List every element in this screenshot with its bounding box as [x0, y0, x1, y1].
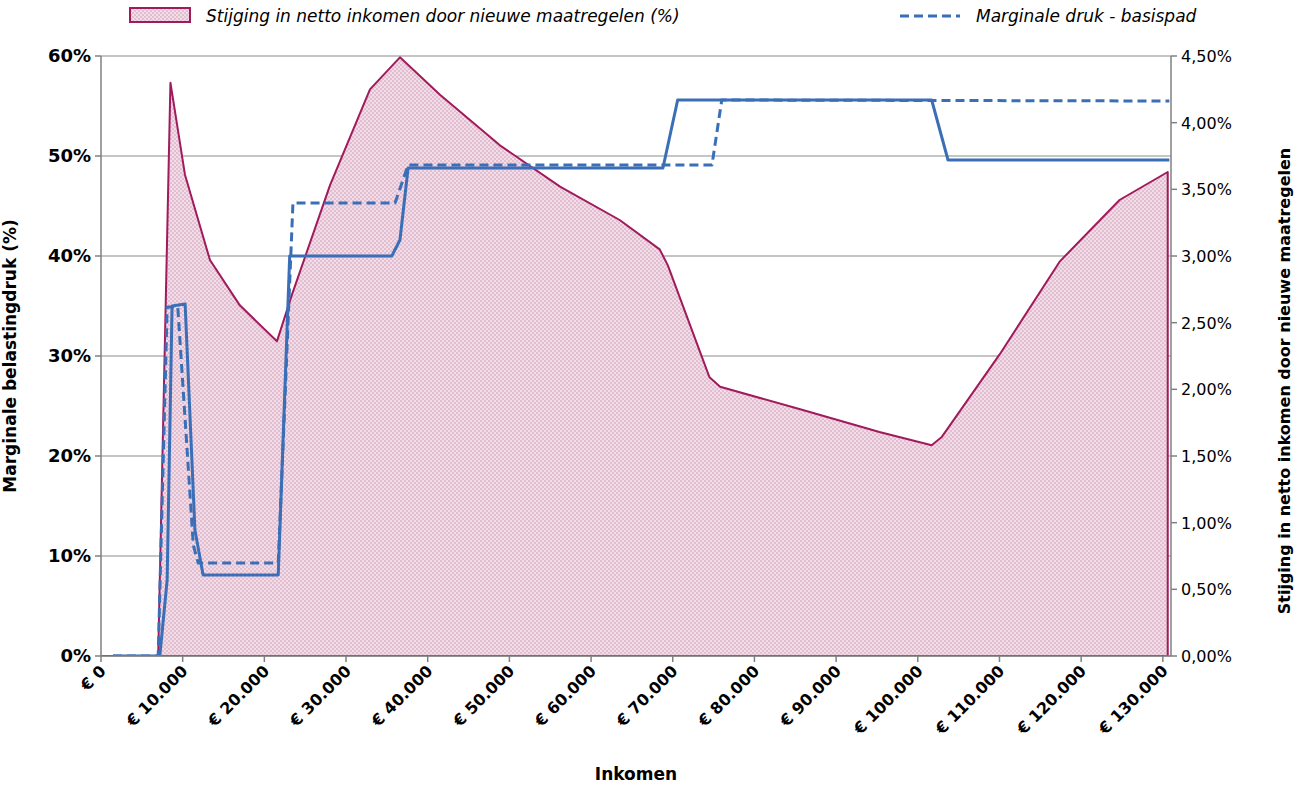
line — [113, 100, 1169, 656]
y2-tick-label: 2,50% — [1181, 314, 1232, 333]
x-tick-label: € 110.000 — [931, 661, 1008, 738]
x-tick-label: € 130.000 — [1094, 661, 1171, 738]
x-tick-label: € 0 — [76, 661, 110, 695]
y2-tick — [1171, 655, 1177, 657]
x-tick-label: € 40.000 — [367, 661, 437, 731]
y2-tick-label: 3,50% — [1181, 180, 1232, 199]
x-tick — [1162, 656, 1164, 662]
x-tick-label: € 90.000 — [775, 661, 845, 731]
y2-tick — [1171, 322, 1177, 324]
y2-tick — [1171, 455, 1177, 457]
x-tick-label: € 50.000 — [449, 661, 519, 731]
grid-line — [101, 655, 1171, 656]
y-tick-label: 40% — [48, 245, 91, 266]
y2-tick-label: 4,50% — [1181, 47, 1232, 66]
y-tick-label: 50% — [48, 145, 91, 166]
y2-axis-title: Stijging in netto inkomen door nieuwe ma… — [1275, 148, 1294, 615]
x-tick — [917, 656, 919, 662]
grid-line — [101, 155, 1171, 156]
x-tick — [999, 656, 1001, 662]
x-tick-label: € 10.000 — [122, 661, 192, 731]
x-tick — [509, 656, 511, 662]
x-axis-title: Inkomen — [595, 764, 677, 784]
x-tick-label: € 120.000 — [1012, 661, 1089, 738]
y-tick-label: 0% — [60, 645, 91, 666]
y2-tick — [1171, 189, 1177, 191]
x-tick — [345, 656, 347, 662]
y-axis-title: Marginale belastingdruk (%) — [0, 219, 20, 492]
legend-swatch — [130, 8, 190, 22]
grid-line — [101, 55, 1171, 56]
line — [113, 100, 1169, 656]
area — [101, 57, 1168, 656]
x-tick — [835, 656, 837, 662]
y-tick — [95, 655, 101, 657]
legend-swatch — [900, 15, 960, 18]
y2-tick-label: 1,00% — [1181, 514, 1232, 533]
x-tick-label: € 70.000 — [612, 661, 682, 731]
y-tick-label: 30% — [48, 345, 91, 366]
y-tick — [95, 255, 101, 257]
x-tick-label: € 30.000 — [285, 661, 355, 731]
legend-label: Stijging in netto inkomen door nieuwe ma… — [206, 6, 680, 26]
x-tick — [754, 656, 756, 662]
y2-tick — [1171, 55, 1177, 57]
y-tick — [95, 355, 101, 357]
y-tick — [95, 155, 101, 157]
y2-axis — [1170, 56, 1172, 656]
y2-tick — [1171, 589, 1177, 591]
y2-tick-label: 2,00% — [1181, 380, 1232, 399]
x-tick-label: € 20.000 — [204, 661, 274, 731]
y2-tick-label: 0,00% — [1181, 647, 1232, 666]
y2-tick — [1171, 389, 1177, 391]
x-tick — [672, 656, 674, 662]
y-tick — [95, 455, 101, 457]
chart: 0% 10% 20% 30% 40% 50% 60% 0,00% 0,50% 1,00% 1,50%… — [0, 0, 1299, 792]
y2-tick-label: 3,00% — [1181, 247, 1232, 266]
y-tick — [95, 55, 101, 57]
y-tick-label: 60% — [48, 45, 91, 66]
y-tick-label: 20% — [48, 445, 91, 466]
x-tick-label: € 100.000 — [849, 661, 926, 738]
y2-tick-label: 4,00% — [1181, 114, 1232, 133]
x-tick — [182, 656, 184, 662]
y2-tick — [1171, 522, 1177, 524]
y-tick — [95, 555, 101, 557]
x-tick — [1080, 656, 1082, 662]
x-tick — [100, 656, 102, 662]
x-tick — [427, 656, 429, 662]
x-axis — [101, 655, 1171, 657]
y2-tick-label: 1,50% — [1181, 447, 1232, 466]
plot-area — [101, 57, 1169, 656]
x-tick-label: € 60.000 — [530, 661, 600, 731]
y2-tick — [1171, 255, 1177, 257]
x-tick — [264, 656, 266, 662]
y-tick-label: 10% — [48, 545, 91, 566]
legend-label: Marginale druk - basispad — [976, 6, 1197, 26]
x-tick — [590, 656, 592, 662]
x-tick-label: € 80.000 — [694, 661, 764, 731]
y2-tick — [1171, 122, 1177, 124]
y2-tick-label: 0,50% — [1181, 580, 1232, 599]
